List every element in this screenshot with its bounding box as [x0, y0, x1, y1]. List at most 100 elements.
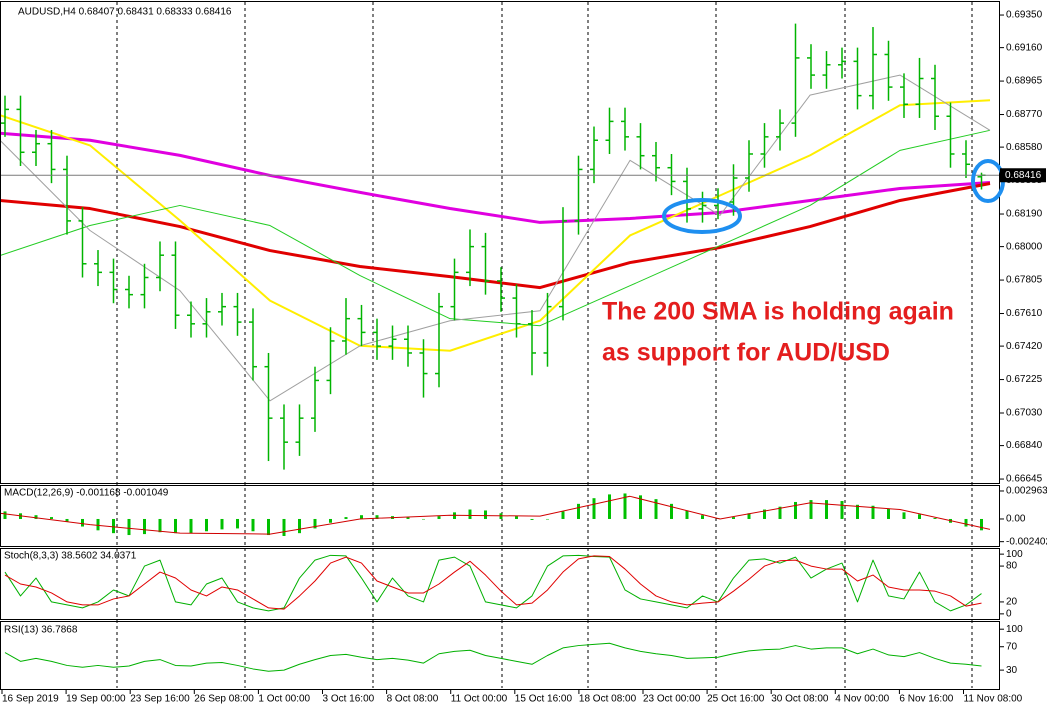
- macd-bar: [298, 518, 301, 534]
- macd-header: MACD(12,26,9) -0.001168 -0.001049: [4, 488, 169, 499]
- x-tick-label: 19 Sep 00:00: [66, 694, 126, 705]
- y-tick-label: 0.69160: [1006, 42, 1043, 53]
- y-tick-label: 0.69350: [1006, 10, 1043, 21]
- x-tick-label: 6 Nov 16:00: [899, 694, 953, 705]
- macd-bar: [840, 501, 844, 519]
- indicator-line: [0, 99, 991, 352]
- y-tick-label: 100: [1006, 549, 1023, 560]
- macd-bar: [143, 518, 146, 535]
- macd-bar: [654, 499, 658, 519]
- x-tick-label: 11 Nov 08:00: [964, 694, 1023, 705]
- macd-bar: [34, 515, 38, 519]
- y-tick-label: -0.002402: [1006, 536, 1047, 547]
- macd-bar: [484, 510, 487, 519]
- macd-bar: [887, 508, 890, 519]
- macd-bar: [933, 518, 937, 519]
- x-tick-label: 18 Oct 08:00: [579, 694, 637, 705]
- x-tick-label: 23 Oct 00:00: [643, 694, 701, 705]
- x-tick-label: 16 Sep 2019: [2, 694, 59, 705]
- macd-bar: [329, 518, 332, 523]
- macd-bar: [763, 509, 766, 519]
- current-price-label: 0.68416: [1005, 170, 1042, 181]
- y-tick-label: 0.002963: [1006, 486, 1047, 497]
- y-tick-label: 0.68190: [1006, 209, 1043, 220]
- indicator-line: [0, 74, 991, 402]
- y-tick-label: 100: [1006, 624, 1023, 635]
- macd-bar: [65, 518, 69, 522]
- vertical-grid: [116, 2, 973, 688]
- macd-bar: [344, 517, 348, 519]
- macd-bar: [639, 495, 642, 519]
- indicator-line: [0, 129, 991, 327]
- x-tick-label: 26 Sep 08:00: [194, 694, 254, 705]
- macd-bar: [794, 501, 797, 519]
- macd-bar: [375, 515, 379, 519]
- macd-bar: [251, 518, 255, 532]
- macd-bar: [856, 504, 859, 519]
- indicator-line: [0, 131, 991, 224]
- y-tick-label: 80: [1006, 561, 1018, 572]
- macd-bar: [189, 518, 193, 534]
- y-tick-label: 0.67030: [1006, 408, 1043, 419]
- y-tick-label: 0.68580: [1006, 142, 1043, 153]
- panel-frames: [0, 1, 1000, 690]
- indicator-line: [0, 495, 991, 535]
- x-tick-label: 3 Oct 16:00: [323, 694, 375, 705]
- macd-bar: [732, 517, 735, 519]
- macd-bar: [313, 518, 317, 529]
- macd-bar: [174, 518, 177, 534]
- macd-bar: [825, 500, 828, 519]
- y-tick-label: 0.00: [1006, 514, 1026, 525]
- macd-bar: [81, 518, 84, 527]
- y-tick-label: 20: [1006, 597, 1018, 608]
- highlight-ellipse: [662, 198, 742, 234]
- macd-bar: [515, 516, 518, 519]
- macd-bar: [267, 518, 270, 536]
- current-price-box: [1000, 168, 1046, 183]
- macd-bar: [546, 518, 549, 520]
- macd-bar: [778, 506, 782, 519]
- macd-bar: [205, 518, 208, 532]
- macd-bar: [902, 512, 906, 519]
- y-tick-label: 0.67610: [1006, 308, 1043, 319]
- annotation: The 200 SMA is holding again: [602, 298, 954, 326]
- macd-bar: [3, 511, 7, 519]
- macd-bar: [747, 513, 751, 519]
- y-tick-label: 30: [1006, 665, 1018, 676]
- indicator-line: [4, 554, 982, 612]
- macd-bar: [360, 515, 363, 519]
- macd-bar: [96, 518, 100, 531]
- macd-bar: [577, 503, 580, 519]
- plot-area: [0, 23, 1000, 672]
- macd-bar: [422, 518, 425, 520]
- macd-bar: [670, 503, 673, 519]
- macd-bar: [918, 514, 921, 519]
- x-tick-label: 23 Sep 16:00: [130, 694, 190, 705]
- y-tick-label: 0.68000: [1006, 241, 1043, 252]
- macd-bar: [530, 518, 534, 520]
- y-tick-label: 0.67805: [1006, 275, 1043, 286]
- macd-bar: [592, 498, 596, 519]
- macd-bar: [158, 518, 162, 533]
- macd-bar: [685, 510, 689, 519]
- x-tick-label: 8 Oct 08:00: [387, 694, 439, 705]
- macd-bar: [701, 515, 704, 519]
- y-tick-label: 0.66840: [1006, 440, 1043, 451]
- macd-bar: [980, 518, 983, 531]
- macd-bar: [964, 518, 968, 527]
- macd-bar: [220, 518, 224, 530]
- indicator-line: [4, 642, 982, 672]
- y-tick-label: 0.68770: [1006, 109, 1043, 120]
- macd-bar: [623, 493, 627, 519]
- indicator-line: [4, 555, 982, 610]
- x-tick-label: 15 Oct 16:00: [515, 694, 573, 705]
- macd-bar: [437, 516, 441, 519]
- y-tick-label: 70: [1006, 641, 1018, 652]
- x-tick-label: 25 Oct 16:00: [707, 694, 765, 705]
- macd-bar: [871, 505, 875, 519]
- macd-bar: [809, 500, 813, 519]
- macd-bar: [112, 518, 115, 534]
- y-tick-label: 0.67225: [1006, 374, 1043, 385]
